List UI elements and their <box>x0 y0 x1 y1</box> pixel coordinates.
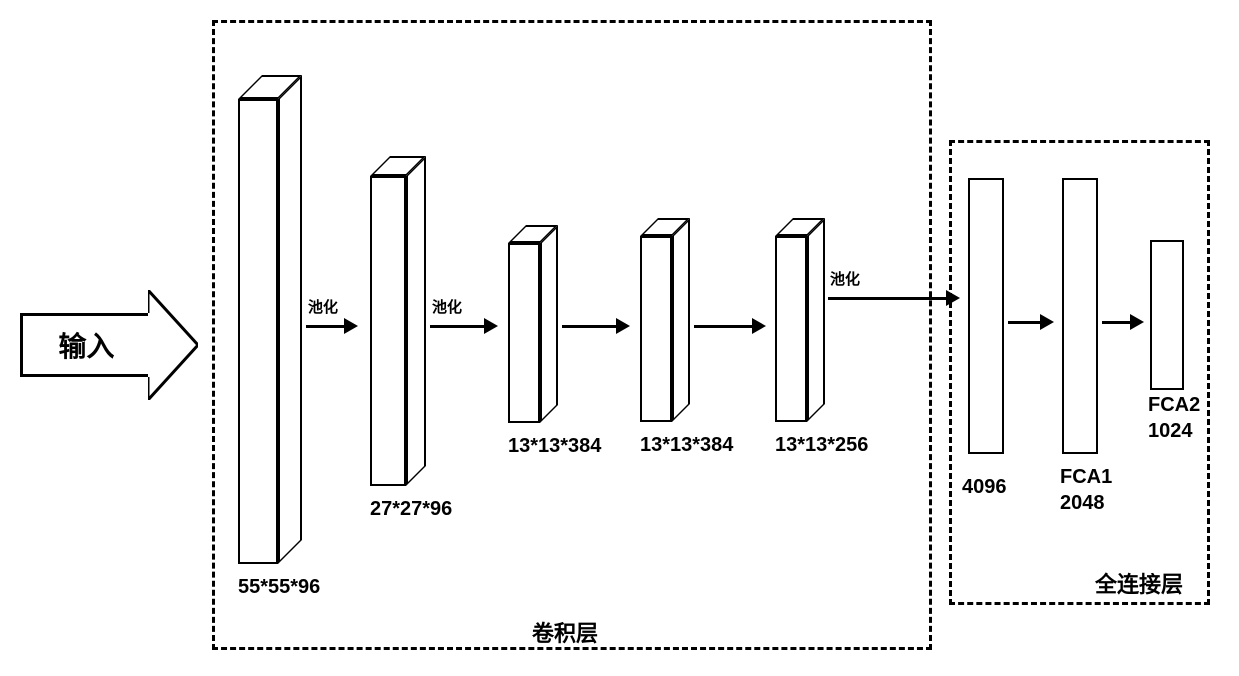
conv5-caption: 13*13*256 <box>775 434 868 457</box>
arrow-a1-line <box>306 325 344 328</box>
arrow-a1: 池化 <box>306 318 358 334</box>
arrow-a6 <box>1008 314 1054 330</box>
arrow-a2-label: 池化 <box>432 296 462 317</box>
conv4-caption: 13*13*384 <box>640 434 733 457</box>
arrow-a4-head <box>752 318 766 334</box>
arrow-a7 <box>1102 314 1144 330</box>
conv1-side <box>278 75 302 564</box>
conv1 <box>238 75 302 564</box>
conv4-front <box>640 236 672 422</box>
fc0-caption: 4096 <box>962 476 1007 499</box>
conv3 <box>508 225 558 423</box>
arrow-a4-line <box>694 325 752 328</box>
arrow-a7-head <box>1130 314 1144 330</box>
conv5 <box>775 218 825 422</box>
arrow-a5-label: 池化 <box>830 268 860 289</box>
conv3-front <box>508 243 540 423</box>
conv3-caption: 13*13*384 <box>508 435 601 458</box>
arrow-a7-line <box>1102 321 1130 324</box>
conv1-caption: 55*55*96 <box>238 576 320 599</box>
fc1-caption: FCA1 <box>1060 466 1112 489</box>
fc2-caption2: 1024 <box>1148 420 1193 443</box>
arrow-a5-line <box>828 297 946 300</box>
fc1-caption2: 2048 <box>1060 492 1105 515</box>
fc1 <box>1062 178 1098 454</box>
input-arrow-label: 输入 <box>20 313 150 377</box>
arrow-a2-head <box>484 318 498 334</box>
conv2-side <box>406 156 426 486</box>
arrow-a3-head <box>616 318 630 334</box>
input-arrow: 输入 <box>20 290 200 400</box>
conv2-front <box>370 176 406 486</box>
conv-section-label: 卷积层 <box>532 616 598 648</box>
arrow-a5-head <box>946 290 960 306</box>
arrow-a6-line <box>1008 321 1040 324</box>
conv2 <box>370 156 426 486</box>
fc2-caption: FCA2 <box>1148 394 1200 417</box>
arrow-a4 <box>694 318 766 334</box>
conv5-side <box>807 218 825 422</box>
conv1-front <box>238 99 278 564</box>
arrow-a1-label: 池化 <box>308 296 338 317</box>
input-arrow-head <box>148 290 198 400</box>
conv2-caption: 27*27*96 <box>370 498 452 521</box>
fc2 <box>1150 240 1184 390</box>
conv4 <box>640 218 690 422</box>
fc0 <box>968 178 1004 454</box>
conv5-front <box>775 236 807 422</box>
fc-section-label: 全连接层 <box>1095 567 1183 599</box>
arrow-a3-line <box>562 325 616 328</box>
arrow-a2-line <box>430 325 484 328</box>
conv4-side <box>672 218 690 422</box>
conv3-side <box>540 225 558 423</box>
arrow-a2: 池化 <box>430 318 498 334</box>
arrow-a3 <box>562 318 630 334</box>
arrow-a1-head <box>344 318 358 334</box>
arrow-a5: 池化 <box>828 290 960 306</box>
arrow-a6-head <box>1040 314 1054 330</box>
